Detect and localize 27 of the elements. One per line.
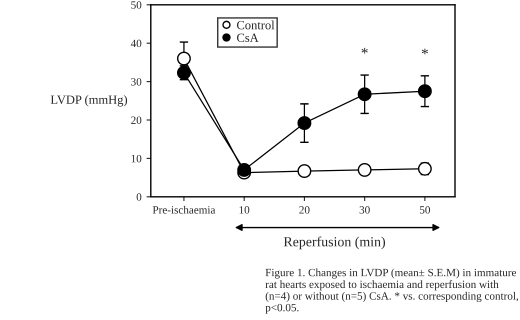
point: [297, 116, 312, 130]
point: [297, 164, 312, 178]
y-tick-label: 40: [130, 40, 142, 48]
y-tick-label: 50: [131, 1, 142, 9]
point: [358, 162, 372, 177]
x-tick-label: 50: [420, 206, 430, 214]
point: [176, 66, 191, 80]
annotation: *: [362, 48, 368, 54]
annotation: *: [422, 48, 428, 54]
x-tick-label: 20: [299, 206, 310, 214]
legend-label: Control: [236, 20, 274, 30]
point: [237, 162, 252, 177]
point: [418, 162, 432, 176]
x-tick-label: 10: [240, 206, 250, 214]
x-tick-label: 30: [360, 206, 370, 214]
point: [176, 52, 191, 66]
legend-label: CsA: [236, 34, 259, 42]
x-tick-label: Pre-ischaemia: [152, 206, 216, 214]
y-tick-label: 20: [131, 116, 142, 124]
caption: Figure 1. Changes in LVDP (mean± S.E.M) in immature rat hearts exposed to ischaemia and reperfusion with (n=4) or without (n=5) CsA. * vs. corresponding control, p<0.05.: [265, 268, 518, 314]
point: [418, 84, 432, 98]
y-tick-label: 10: [132, 154, 142, 162]
y-axis-title: LVDP (mmHg): [50, 95, 128, 106]
x-axis-title: Reperfusion (min): [284, 236, 386, 250]
y-tick-label: 30: [131, 78, 142, 86]
point: [358, 87, 372, 102]
y-tick-label: 0: [136, 193, 142, 201]
